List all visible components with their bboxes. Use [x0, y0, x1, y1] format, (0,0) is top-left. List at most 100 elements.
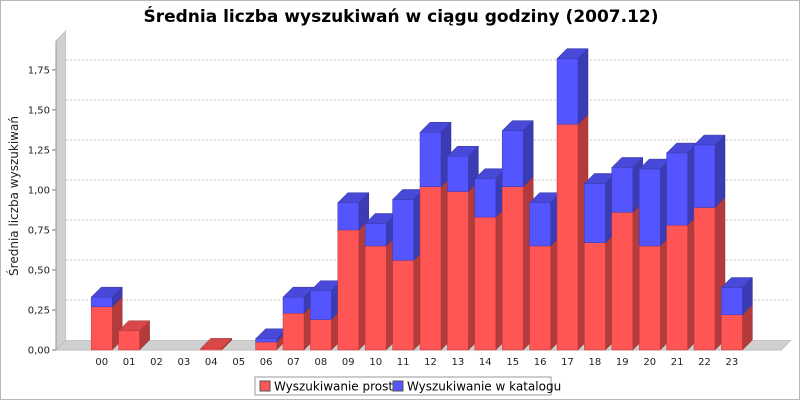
bar-simple-19 — [611, 201, 644, 351]
bar-simple-12 — [419, 176, 452, 351]
bar-simple-04-front — [200, 348, 223, 351]
bar-catalog-08-front — [310, 290, 332, 320]
bar-catalog-22-side — [714, 134, 726, 209]
legend-swatch-catalog — [392, 380, 404, 392]
bar-catalog-09-front — [337, 202, 360, 231]
bar-catalog-00 — [90, 286, 123, 308]
bar-catalog-16 — [528, 192, 562, 247]
y-tick-label: 1,00 — [28, 185, 50, 196]
bar-simple-09-front — [337, 229, 360, 351]
x-tick-label: 05 — [232, 357, 245, 368]
bar-catalog-17-side — [577, 48, 589, 125]
bar-simple-20 — [638, 235, 671, 351]
bar-catalog-23 — [720, 276, 754, 316]
y-tick-label: 0,75 — [28, 225, 50, 236]
bar-simple-13-front — [447, 191, 469, 351]
bar-simple-19-front — [611, 212, 634, 351]
x-tick-label: 04 — [205, 357, 218, 368]
x-tick-label: 13 — [452, 357, 465, 368]
bar-catalog-17-front — [556, 58, 579, 125]
bar-catalog-11 — [391, 188, 425, 261]
y-tick-label: 0,50 — [28, 265, 50, 276]
x-tick-label: 14 — [479, 357, 492, 368]
x-tick-label: 08 — [315, 357, 328, 368]
x-tick-label: 21 — [671, 357, 684, 368]
bar-catalog-17 — [556, 48, 589, 125]
bar-simple-23-front — [721, 314, 743, 351]
bar-simple-11 — [391, 249, 425, 351]
x-tick-label: 03 — [178, 357, 191, 368]
x-tick-label: 09 — [342, 357, 355, 368]
bar-catalog-18-front — [584, 183, 606, 243]
y-tick-label: 0,00 — [28, 346, 50, 357]
x-tick-label: 02 — [150, 357, 163, 368]
bar-catalog-22 — [693, 134, 726, 209]
bar-simple-16-front — [529, 245, 551, 351]
bar-simple-15-front — [501, 186, 524, 351]
bar-catalog-14 — [474, 168, 507, 218]
legend-swatch-simple — [259, 380, 271, 392]
x-tick-label: 19 — [616, 357, 629, 368]
x-tick-label: 23 — [726, 357, 739, 368]
x-tick-label: 20 — [643, 357, 656, 368]
bar-catalog-07-front — [282, 296, 305, 314]
bar-simple-17 — [556, 113, 589, 351]
bar-catalog-15-front — [501, 130, 524, 187]
x-tick-label: 10 — [369, 357, 382, 368]
bar-simple-09 — [337, 219, 370, 351]
y-tick-label: 1,75 — [28, 65, 50, 76]
y-tick-label: 1,50 — [28, 105, 50, 116]
y-axis-ticks: 0,00 0,25 0,50 0,75 1,00 1,25 1,50 1,75 — [28, 41, 57, 357]
bar-catalog-20-front — [638, 168, 661, 247]
x-axis-ticks: 00 01 02 03 04 05 06 07 08 09 10 11 12 13 14 15 16 17 18 19… — [95, 357, 738, 368]
bar-catalog-16-front — [529, 202, 551, 247]
bar-simple-18-front — [584, 242, 606, 351]
bar-catalog-20 — [638, 158, 671, 247]
bars — [90, 48, 754, 351]
bar-simple-13 — [446, 180, 480, 351]
x-tick-label: 16 — [534, 357, 547, 368]
bar-simple-01 — [117, 320, 151, 351]
bar-catalog-21 — [665, 142, 699, 226]
bar-catalog-06-front — [255, 338, 277, 343]
bar-simple-10 — [364, 235, 397, 351]
legend-label-simple: Wyszukiwanie proste — [274, 380, 400, 394]
bar-catalog-13 — [446, 145, 480, 193]
x-tick-label: 15 — [506, 357, 519, 368]
bar-simple-21 — [665, 214, 699, 351]
bar-simple-10-front — [364, 245, 387, 351]
bar-simple-11-front — [392, 260, 414, 351]
x-tick-label: 22 — [698, 357, 711, 368]
bar-simple-21-front — [666, 224, 688, 351]
bar-simple-20-front — [638, 245, 661, 351]
bar-simple-22-front — [693, 207, 716, 351]
bar-simple-06-front — [255, 341, 277, 351]
bar-simple-04 — [200, 337, 233, 351]
bar-catalog-21-front — [666, 152, 688, 226]
x-tick-label: 11 — [397, 357, 410, 368]
bar-catalog-19 — [611, 156, 644, 213]
bar-simple-01-front — [118, 330, 140, 351]
bar-simple-22 — [693, 196, 726, 351]
bar-catalog-23-front — [721, 287, 743, 316]
x-tick-label: 00 — [95, 357, 108, 368]
chart-title: Średnia liczba wyszukiwań w ciągu godzin… — [143, 5, 658, 27]
bar-catalog-14-front — [474, 178, 497, 218]
bar-simple-00-front — [90, 306, 113, 351]
bar-simple-14 — [474, 206, 507, 351]
bar-catalog-13-front — [447, 156, 469, 192]
bar-catalog-22-front — [693, 144, 716, 208]
bar-catalog-10-front — [364, 223, 387, 247]
legend: Wyszukiwanie proste Wyszukiwanie w katal… — [254, 376, 561, 396]
bar-simple-18 — [583, 232, 617, 351]
left-wall — [55, 29, 67, 352]
bar-catalog-15 — [501, 120, 534, 188]
x-tick-label: 01 — [123, 357, 136, 368]
x-tick-label: 07 — [287, 357, 300, 368]
y-tick-label: 1,25 — [28, 145, 50, 156]
bar-simple-07-front — [282, 312, 305, 351]
x-tick-label: 17 — [561, 357, 574, 368]
x-tick-label: 18 — [589, 357, 602, 368]
